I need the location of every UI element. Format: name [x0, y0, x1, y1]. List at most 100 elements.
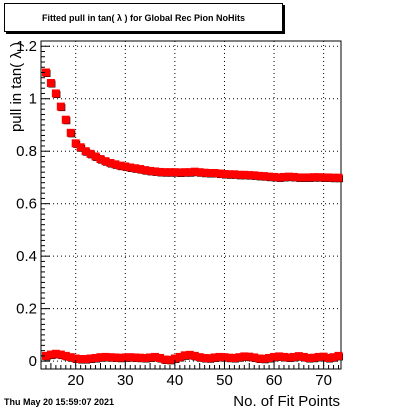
data-point — [220, 353, 229, 362]
x-tick-label: 50 — [216, 372, 233, 389]
data-point — [304, 353, 313, 362]
data-point — [86, 354, 95, 363]
data-point — [156, 353, 165, 362]
data-point — [185, 168, 194, 177]
x-tick-label: 60 — [266, 372, 283, 389]
data-point — [106, 159, 115, 168]
chart-title-box: Fitted pull in tan( λ ) for Global Rec P… — [4, 3, 283, 32]
data-point — [235, 170, 244, 179]
data-point — [165, 355, 174, 364]
data-point — [41, 351, 50, 360]
data-point — [146, 353, 155, 362]
data-point — [180, 168, 189, 177]
data-point — [324, 173, 333, 182]
data-point — [245, 171, 254, 180]
data-point — [309, 173, 318, 182]
data-point — [334, 173, 343, 182]
data-point — [190, 167, 199, 176]
data-point — [265, 172, 274, 181]
data-point — [141, 353, 150, 362]
data-point — [205, 168, 214, 177]
data-point — [275, 352, 284, 361]
data-point — [126, 163, 135, 172]
data-point — [96, 353, 105, 362]
data-point — [319, 352, 328, 361]
series-0 — [43, 69, 344, 183]
data-point — [324, 353, 333, 362]
data-point — [165, 168, 174, 177]
data-point — [314, 173, 323, 182]
data-point — [91, 152, 100, 161]
data-point — [195, 353, 204, 362]
data-point — [91, 353, 100, 362]
data-point — [81, 147, 90, 156]
data-point — [260, 354, 269, 363]
data-point — [289, 352, 298, 361]
data-point — [185, 350, 194, 359]
data-point — [61, 351, 70, 360]
data-point — [299, 352, 308, 361]
data-point — [101, 157, 110, 166]
data-point — [131, 353, 140, 362]
y-axis-label: pull in tan( λ ) — [8, 42, 25, 132]
data-point — [275, 173, 284, 182]
data-point — [250, 353, 259, 362]
data-point — [61, 115, 70, 124]
data-point — [160, 168, 169, 177]
data-point — [51, 349, 60, 358]
data-point — [289, 172, 298, 181]
data-point — [170, 168, 179, 177]
data-point — [245, 352, 254, 361]
data-point — [175, 352, 184, 361]
x-tick-label: 40 — [167, 372, 184, 389]
data-point — [284, 353, 293, 362]
data-point — [151, 167, 160, 176]
data-point — [210, 168, 219, 177]
axes: 20 30 40 50 60 70 0 0.2 0.4 0.6 0.8 1 1.2 — [16, 38, 340, 389]
data-point — [136, 165, 145, 174]
data-point — [180, 351, 189, 360]
data-point — [304, 173, 313, 182]
data-point — [121, 162, 130, 171]
data-point — [71, 139, 80, 148]
x-tick-label: 20 — [67, 372, 84, 389]
data-point — [41, 68, 50, 77]
data-point — [111, 160, 120, 169]
data-point — [329, 173, 338, 182]
data-point — [111, 353, 120, 362]
data-point — [260, 172, 269, 181]
data-point — [116, 161, 125, 170]
data-point — [81, 355, 90, 364]
plot-frame — [40, 40, 342, 370]
data-point — [279, 352, 288, 361]
data-point — [279, 172, 288, 181]
data-point — [270, 352, 279, 361]
data-point — [215, 352, 224, 361]
data-point — [56, 350, 65, 359]
data-point — [200, 168, 209, 177]
y-tick-label: 1.2 — [16, 38, 37, 55]
data-point — [190, 351, 199, 360]
data-point — [299, 173, 308, 182]
data-point — [66, 353, 75, 362]
series-1 — [41, 68, 343, 182]
y-tick-label: 0.2 — [16, 301, 37, 318]
data-point — [230, 353, 239, 362]
data-point — [76, 143, 85, 152]
x-tick-label: 70 — [315, 372, 332, 389]
data-point — [66, 128, 75, 137]
data-point — [284, 172, 293, 181]
data-point — [86, 149, 95, 158]
data-point — [319, 173, 328, 182]
data-point — [121, 353, 130, 362]
data-point — [255, 354, 264, 363]
data-point — [240, 170, 249, 179]
data-point — [56, 102, 65, 111]
data-point — [71, 354, 80, 363]
y-tick-label: 0.6 — [16, 196, 37, 213]
data-point — [126, 353, 135, 362]
data-point — [220, 170, 229, 179]
data-point — [141, 166, 150, 175]
data-point — [46, 78, 55, 87]
